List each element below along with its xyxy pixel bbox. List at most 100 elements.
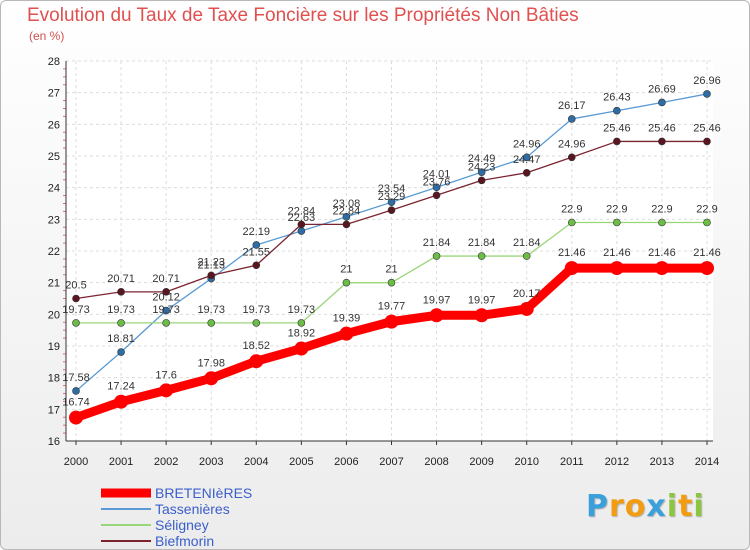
data-label: 25.46 [603, 122, 631, 134]
data-point [207, 319, 216, 327]
data-point [654, 261, 669, 276]
data-label: 22.84 [288, 205, 316, 217]
data-label: 24.96 [558, 138, 586, 150]
data-point [384, 314, 399, 329]
data-label: 19.73 [197, 304, 225, 316]
data-label: 21.55 [243, 246, 271, 258]
data-label: 19.77 [378, 301, 406, 313]
data-label: 25.46 [648, 122, 676, 134]
y-tick-label: 22 [48, 246, 60, 258]
data-point [477, 168, 486, 176]
data-point [703, 218, 711, 227]
data-label: 19.73 [152, 304, 180, 316]
data-label: 21.46 [558, 247, 586, 259]
data-label: 22.9 [606, 204, 627, 216]
data-label: 19.97 [468, 294, 496, 306]
data-point [117, 348, 125, 356]
data-label: 24.49 [468, 153, 496, 165]
data-point [477, 176, 486, 185]
y-tick-label: 27 [48, 88, 60, 100]
data-label: 18.81 [107, 333, 135, 345]
logo-letter: P [586, 489, 609, 524]
data-point [658, 137, 666, 146]
data-point [72, 387, 80, 395]
data-point [613, 218, 621, 227]
data-point [387, 198, 396, 207]
y-tick-label: 16 [48, 436, 60, 448]
data-label: 22.63 [288, 212, 316, 224]
data-label: 17.24 [107, 381, 135, 393]
x-tick-label: 2001 [109, 456, 133, 468]
data-point [252, 261, 261, 270]
data-label: 19.73 [107, 304, 135, 316]
data-point [297, 220, 306, 229]
y-axis-unit-label: (en %) [29, 29, 65, 43]
data-point [432, 252, 441, 260]
data-label: 22.19 [243, 226, 271, 238]
logo-letter: t [678, 489, 694, 524]
x-tick-label: 2012 [605, 456, 629, 468]
data-point [609, 261, 624, 276]
data-label: 24.96 [513, 138, 541, 150]
data-point [658, 98, 666, 107]
data-label: 17.58 [62, 372, 90, 384]
data-label: 17.98 [197, 357, 225, 369]
data-point [162, 288, 170, 296]
data-label: 23.29 [378, 191, 406, 203]
data-label: 20.71 [152, 273, 180, 285]
logo-letter: o [624, 489, 647, 524]
data-point [519, 301, 534, 316]
data-point [72, 319, 80, 327]
data-point [162, 306, 170, 315]
y-tick-label: 26 [48, 119, 60, 131]
data-point [613, 137, 621, 146]
data-point [117, 288, 125, 296]
data-label: 24.47 [513, 154, 541, 166]
data-point [294, 341, 309, 356]
data-label: 20.71 [107, 273, 135, 285]
data-label: 26.69 [648, 83, 676, 95]
data-point [700, 261, 714, 276]
data-point [342, 278, 351, 287]
data-label: 22.84 [333, 205, 361, 217]
data-label: 18.52 [243, 340, 271, 352]
data-label: 25.46 [693, 122, 721, 134]
y-tick-label: 24 [48, 183, 60, 195]
x-tick-label: 2014 [695, 456, 719, 468]
data-label: 19.97 [423, 294, 451, 306]
data-point [613, 106, 621, 115]
proxiti-logo: Proxiti [586, 489, 705, 524]
data-point [69, 410, 83, 425]
y-tick-label: 23 [48, 214, 60, 226]
data-point [474, 308, 489, 323]
data-label: 19.39 [333, 313, 361, 325]
data-label: 16.74 [62, 397, 90, 409]
x-tick-label: 2007 [379, 456, 403, 468]
data-label: 21.46 [603, 247, 631, 259]
data-label: 20.12 [152, 292, 180, 304]
x-tick-label: 2008 [424, 456, 448, 468]
data-label: 21 [340, 264, 352, 276]
x-tick-label: 2009 [469, 456, 493, 468]
data-point [522, 168, 531, 177]
data-point [703, 90, 711, 98]
data-point [567, 153, 576, 162]
logo-letter: i [666, 489, 679, 524]
y-tick-label: 28 [48, 56, 60, 68]
data-point [432, 183, 441, 192]
data-label: 26.17 [558, 100, 586, 112]
logo-letter: r [609, 489, 625, 524]
y-tick-label: 18 [48, 373, 60, 385]
data-point [477, 252, 486, 260]
data-label: 21.46 [693, 247, 721, 259]
data-point [249, 354, 264, 369]
data-label: 21.23 [197, 256, 225, 268]
data-point [252, 319, 261, 327]
data-point [567, 218, 576, 227]
y-tick-label: 25 [48, 151, 60, 163]
data-label: 26.43 [603, 92, 631, 104]
legend-label: Biefmorin [155, 533, 214, 549]
data-label: 17.6 [155, 369, 176, 381]
